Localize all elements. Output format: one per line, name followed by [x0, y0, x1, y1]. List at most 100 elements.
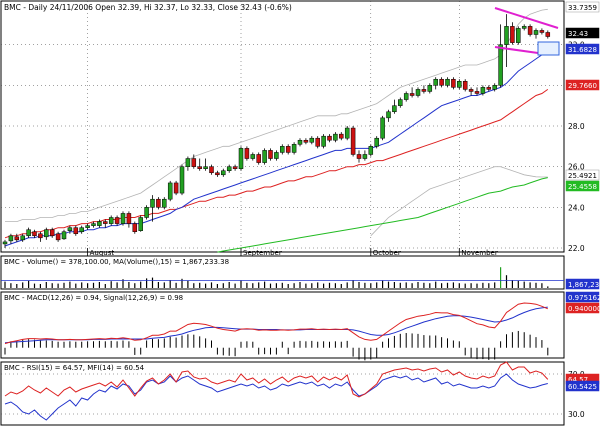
candle-body — [498, 44, 503, 86]
candle-body — [179, 166, 185, 194]
candle-body — [203, 166, 208, 169]
candle-body — [49, 229, 55, 237]
price-tag-box — [565, 79, 600, 91]
bollinger-lower-line — [370, 166, 548, 237]
price-x-tick-label: October — [373, 249, 401, 257]
candle-body — [309, 137, 315, 143]
candle-body — [415, 89, 421, 96]
candle-body — [61, 231, 67, 240]
candle-body — [126, 213, 132, 224]
candle-body — [20, 235, 25, 241]
candle-body — [103, 221, 108, 224]
rsi-y-tick-label: 30.0 — [568, 410, 585, 419]
candle-body — [138, 217, 143, 231]
bollinger-bands — [5, 8, 548, 237]
candle-body — [173, 182, 179, 194]
price-tag-label: 25.4921 — [568, 172, 597, 180]
candle-body — [215, 172, 220, 176]
candle-body — [114, 217, 120, 224]
candle-body — [480, 87, 486, 94]
candle-body — [339, 133, 344, 139]
candle-body — [32, 231, 37, 237]
macd-lines — [4, 302, 548, 345]
candle-body — [297, 139, 303, 145]
price-y-tick-label: 28.0 — [568, 122, 585, 131]
macd-tag-box — [565, 302, 600, 314]
candle-body — [185, 158, 191, 167]
candle-body — [291, 144, 297, 153]
candle-body — [492, 85, 497, 90]
candle-body — [451, 78, 456, 88]
candle-body — [545, 32, 551, 37]
macd-tags: 0.975162 0.940000 — [565, 291, 600, 314]
candle-body — [439, 78, 444, 86]
rsi-panel: BMC - RSI(15) = 64.57, MFI(14) = 60.54 7… — [0, 361, 600, 426]
price-y-axis: 22.024.026.028.032.0 — [568, 41, 585, 253]
candle-body — [55, 233, 61, 241]
candle-body — [262, 150, 267, 163]
price-y-tick-label: 26.0 — [568, 163, 585, 172]
volume-bars — [1, 267, 564, 288]
candle-body — [73, 227, 79, 235]
macd-tag-box — [565, 291, 600, 303]
candle-body — [2, 241, 8, 245]
macd-panel: BMC - MACD(12,26) = 0.94, Signal(12,26,9… — [0, 291, 600, 361]
candle-body — [521, 26, 527, 29]
candle-body — [197, 166, 202, 169]
rsi-tag-box — [565, 380, 600, 392]
chart-title: BMC - Daily 24/11/2006 Open 32.39, Hi 32… — [4, 3, 292, 12]
price-tag-box — [565, 180, 600, 192]
price-tags: 33.7359 32.43 31.6828 29.7660 25.4921 25.4558 — [565, 1, 600, 192]
candle-body — [274, 152, 279, 159]
price-x-tick-label: September — [243, 249, 282, 257]
volume-tag-label: 1,867,23 — [568, 281, 599, 289]
candle-body — [85, 225, 90, 228]
rsi-label: BMC - RSI(15) = 64.57, MFI(14) = 60.54 — [4, 364, 145, 372]
pennant-lower-line — [494, 46, 539, 54]
mfi-line — [4, 373, 548, 421]
candle-body — [303, 139, 309, 143]
macd-tag-label: 0.940000 — [568, 305, 600, 313]
candle-body — [474, 91, 480, 94]
rsi-lines — [4, 361, 549, 421]
rsi-line — [4, 361, 549, 398]
candle-body — [356, 154, 362, 159]
candle-body — [91, 223, 96, 226]
candle-body — [315, 137, 320, 147]
candle-body — [344, 127, 350, 139]
macd-histogram — [4, 330, 549, 361]
volume-tags: 1,867,23 — [565, 278, 600, 290]
target-box — [537, 41, 560, 56]
candle-body — [516, 28, 521, 43]
candle-body — [427, 85, 433, 92]
candle-body — [321, 135, 326, 147]
macd-tag-label: 0.975162 — [568, 294, 600, 302]
candle-body — [285, 146, 291, 153]
ma-fast-line — [4, 50, 549, 247]
price-x-tick-label: November — [461, 249, 498, 257]
candle-body — [8, 235, 14, 242]
candle-body — [374, 137, 379, 147]
price-tag-label: 32.43 — [568, 30, 588, 38]
candle-body — [486, 87, 492, 90]
candle-body — [362, 154, 368, 159]
candle-body — [232, 166, 238, 169]
price-x-axis: August September October November — [87, 248, 498, 257]
price-tag-label: 33.7359 — [568, 4, 597, 12]
candle-body — [380, 117, 385, 139]
candlesticks — [2, 14, 551, 248]
candle-body — [120, 213, 126, 224]
candle-body — [209, 166, 214, 174]
candle-body — [156, 198, 161, 208]
candle-body — [144, 207, 149, 218]
candle-body — [238, 148, 244, 169]
macd-label: BMC - MACD(12,26) = 0.94, Signal(12,26,9… — [4, 294, 183, 302]
candle-body — [445, 78, 450, 86]
candle-body — [226, 166, 232, 171]
price-tag-label: 29.7660 — [568, 82, 597, 90]
candle-body — [527, 26, 533, 35]
volume-label: BMC - Volume() = 378,100.00, MA(Volume()… — [4, 258, 229, 266]
volume-panel: BMC - Volume() = 378,100.00, MA(Volume()… — [0, 255, 600, 290]
